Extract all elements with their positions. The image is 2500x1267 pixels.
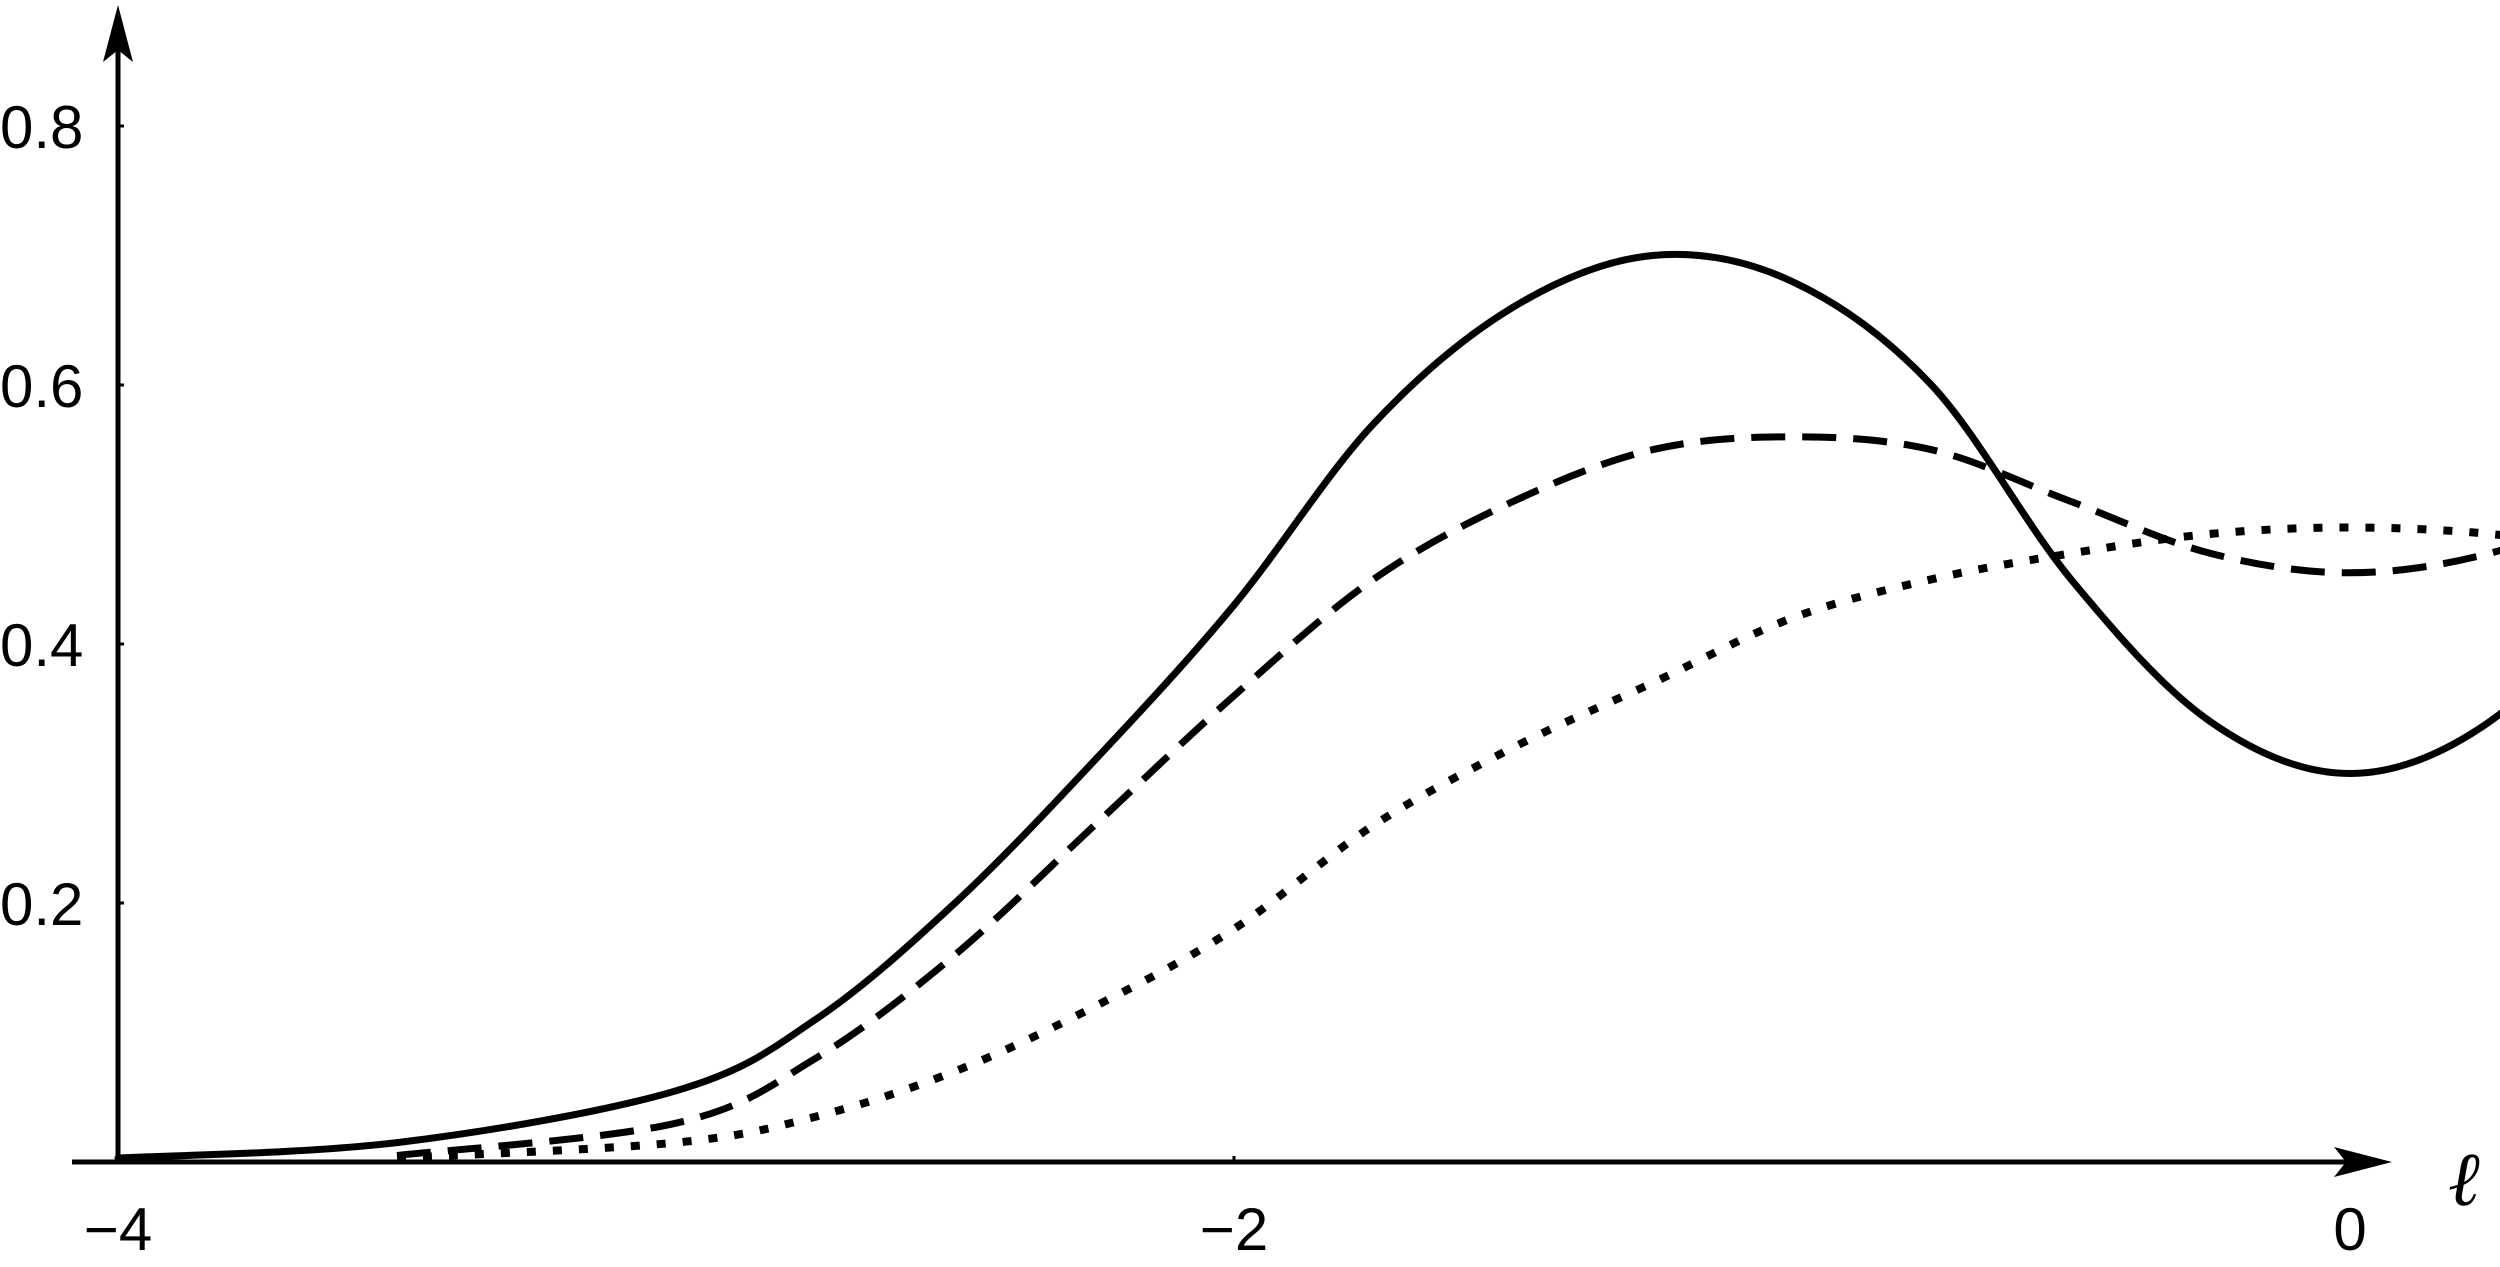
x-axis-label: ℓ (2448, 1138, 2480, 1222)
x-axis-arrow (2334, 1147, 2392, 1177)
y-tick-label: 0.6 (0, 353, 83, 420)
plot-curves (114, 250, 2500, 1163)
axis-ticks: −4−2020.20.40.60.8 (0, 94, 2367, 1263)
series-line-dashed (396, 433, 2500, 1159)
y-tick-label: 0.8 (0, 94, 83, 161)
x-tick-label: −4 (84, 1196, 152, 1263)
axes: ℓ (72, 5, 2480, 1222)
y-axis-arrow (103, 5, 133, 62)
series-line-solid (114, 250, 2500, 1162)
y-tick-label: 0.2 (0, 871, 83, 938)
series-line-dotted (396, 523, 2500, 1163)
x-tick-label: 0 (2333, 1196, 2366, 1263)
y-tick-label: 0.4 (0, 612, 83, 679)
x-tick-label: −2 (1200, 1196, 1268, 1263)
